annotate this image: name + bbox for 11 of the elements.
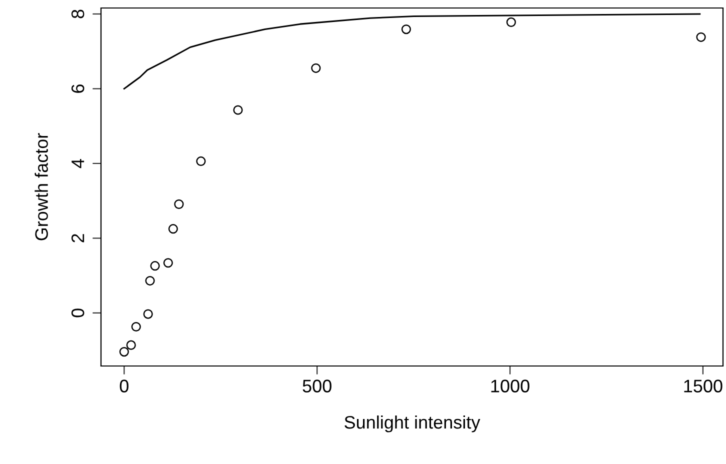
- x-tick-label: 500: [302, 380, 332, 392]
- x-tick-label: 1000: [491, 380, 530, 392]
- y-axis-title: Growth factor: [34, 133, 48, 240]
- x-tick-label: 1500: [684, 380, 722, 392]
- y-tick-label: 0: [71, 308, 84, 318]
- x-axis-title: Sunlight intensity: [344, 415, 480, 432]
- x-tick-label: 0: [120, 380, 128, 392]
- y-tick-label: 2: [71, 234, 84, 242]
- y-tick-label: 6: [71, 84, 84, 93]
- y-tick-label: 4: [72, 158, 84, 168]
- y-tick-label: 8: [71, 10, 84, 18]
